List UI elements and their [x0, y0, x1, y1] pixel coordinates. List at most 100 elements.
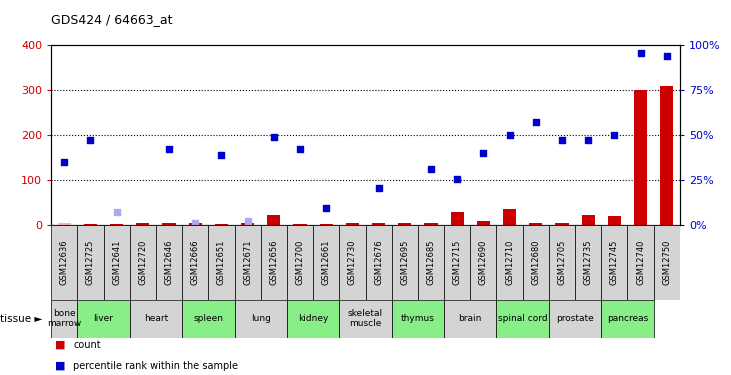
- Text: ■: ■: [55, 361, 65, 370]
- Bar: [607, 216, 621, 225]
- Bar: [136, 223, 149, 225]
- Bar: [84, 224, 97, 225]
- Bar: [602, 300, 654, 338]
- Point: [85, 136, 96, 142]
- Bar: [162, 223, 175, 225]
- Point: [294, 146, 306, 152]
- Bar: [418, 225, 444, 300]
- Bar: [241, 223, 254, 225]
- Bar: [470, 225, 496, 300]
- Bar: [392, 300, 444, 338]
- Bar: [77, 225, 104, 300]
- Bar: [549, 300, 602, 338]
- Point: [661, 53, 673, 59]
- Text: GSM12651: GSM12651: [217, 240, 226, 285]
- Text: GSM12750: GSM12750: [662, 240, 671, 285]
- Bar: [444, 300, 496, 338]
- Bar: [444, 225, 470, 300]
- Bar: [654, 225, 680, 300]
- Bar: [372, 223, 385, 225]
- Point: [163, 146, 175, 152]
- Point: [242, 217, 254, 223]
- Text: GSM12666: GSM12666: [191, 240, 200, 285]
- Text: GSM12715: GSM12715: [452, 240, 462, 285]
- Bar: [503, 209, 516, 225]
- Bar: [477, 221, 490, 225]
- Bar: [346, 223, 359, 225]
- Bar: [130, 300, 182, 338]
- Text: GSM12745: GSM12745: [610, 240, 619, 285]
- Bar: [268, 215, 281, 225]
- Text: prostate: prostate: [556, 314, 594, 323]
- Text: tissue ►: tissue ►: [0, 314, 42, 324]
- Bar: [182, 225, 208, 300]
- Text: GSM12661: GSM12661: [322, 240, 330, 285]
- Text: GSM12685: GSM12685: [426, 240, 436, 285]
- Text: GSM12730: GSM12730: [348, 240, 357, 285]
- Bar: [425, 223, 438, 225]
- Bar: [261, 225, 287, 300]
- Bar: [58, 223, 71, 225]
- Text: count: count: [73, 340, 101, 350]
- Text: GSM12695: GSM12695: [401, 240, 409, 285]
- Point: [608, 132, 620, 138]
- Bar: [208, 225, 235, 300]
- Point: [268, 134, 280, 140]
- Bar: [287, 300, 339, 338]
- Text: GSM12680: GSM12680: [531, 240, 540, 285]
- Text: GSM12676: GSM12676: [374, 240, 383, 285]
- Bar: [51, 225, 77, 300]
- Point: [58, 159, 70, 165]
- Point: [111, 209, 123, 215]
- Text: GSM12735: GSM12735: [583, 240, 593, 285]
- Point: [530, 118, 542, 124]
- Bar: [627, 225, 654, 300]
- Text: GSM12636: GSM12636: [60, 240, 69, 285]
- Bar: [104, 225, 130, 300]
- Bar: [556, 223, 569, 225]
- Text: GSM12656: GSM12656: [269, 240, 279, 285]
- Bar: [130, 225, 156, 300]
- Text: GSM12720: GSM12720: [138, 240, 148, 285]
- Text: GSM12646: GSM12646: [164, 240, 173, 285]
- Text: GSM12740: GSM12740: [636, 240, 645, 285]
- Bar: [156, 225, 182, 300]
- Bar: [523, 225, 549, 300]
- Text: spinal cord: spinal cord: [498, 314, 548, 323]
- Text: skeletal
muscle: skeletal muscle: [348, 309, 383, 328]
- Point: [425, 166, 437, 172]
- Text: GSM12700: GSM12700: [295, 240, 305, 285]
- Bar: [215, 224, 228, 225]
- Text: GSM12671: GSM12671: [243, 240, 252, 285]
- Text: GSM12641: GSM12641: [112, 240, 121, 285]
- Point: [504, 132, 515, 138]
- Text: liver: liver: [94, 314, 113, 323]
- Text: brain: brain: [458, 314, 482, 323]
- Point: [583, 136, 594, 142]
- Point: [635, 50, 646, 56]
- Point: [320, 205, 332, 211]
- Text: heart: heart: [144, 314, 168, 323]
- Text: GDS424 / 64663_at: GDS424 / 64663_at: [51, 13, 173, 26]
- Bar: [660, 86, 673, 225]
- Bar: [182, 300, 235, 338]
- Text: spleen: spleen: [193, 314, 224, 323]
- Bar: [51, 300, 77, 338]
- Bar: [110, 224, 124, 225]
- Point: [477, 150, 489, 156]
- Text: lung: lung: [251, 314, 270, 323]
- Bar: [575, 225, 602, 300]
- Point: [451, 176, 463, 181]
- Bar: [582, 215, 595, 225]
- Bar: [602, 225, 627, 300]
- Point: [189, 220, 201, 226]
- Point: [373, 184, 385, 190]
- Point: [556, 136, 568, 142]
- Bar: [235, 300, 287, 338]
- Text: GSM12710: GSM12710: [505, 240, 514, 285]
- Bar: [634, 90, 647, 225]
- Text: percentile rank within the sample: percentile rank within the sample: [73, 361, 238, 370]
- Bar: [366, 225, 392, 300]
- Bar: [313, 225, 339, 300]
- Text: thymus: thymus: [401, 314, 435, 323]
